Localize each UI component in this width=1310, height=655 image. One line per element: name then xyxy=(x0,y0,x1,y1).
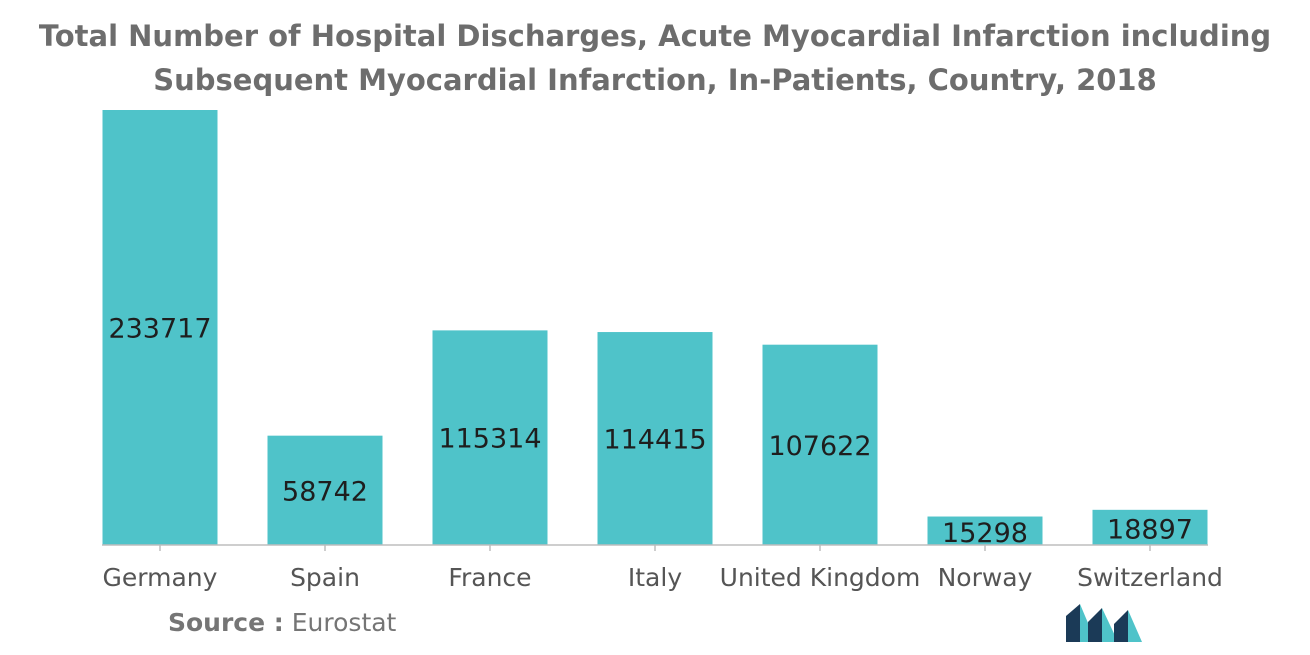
source-label: Source : xyxy=(168,608,284,637)
bar-france xyxy=(432,330,548,545)
bar-norway xyxy=(927,516,1043,545)
category-label: Italy xyxy=(628,563,682,592)
data-label: 18897 xyxy=(1107,514,1193,545)
bar-switzerland xyxy=(1092,509,1208,545)
category-label: France xyxy=(448,563,531,592)
data-label: 107622 xyxy=(768,431,871,462)
data-label: 233717 xyxy=(108,314,211,345)
category-label: United Kingdom xyxy=(720,563,921,592)
mordor-intelligence-logo-icon xyxy=(1066,604,1142,642)
chart-title: Total Number of Hospital Discharges, Acu… xyxy=(0,14,1310,102)
bar-italy xyxy=(597,332,713,545)
chart-title-line-2: Subsequent Myocardial Infarction, In-Pat… xyxy=(153,63,1157,97)
source-note: Source : Eurostat xyxy=(168,608,396,637)
data-label: 115314 xyxy=(438,424,541,455)
data-label: 58742 xyxy=(282,476,368,507)
category-label: Germany xyxy=(103,563,218,592)
chart-title-line-1: Total Number of Hospital Discharges, Acu… xyxy=(38,19,1272,53)
category-label: Spain xyxy=(290,563,360,592)
bar-spain xyxy=(267,435,383,545)
data-label: 15298 xyxy=(942,518,1028,549)
category-label: Norway xyxy=(938,563,1033,592)
source-text: Eurostat xyxy=(291,608,397,637)
bar-germany xyxy=(102,110,218,545)
bar-united-kingdom xyxy=(762,344,878,545)
data-label: 114415 xyxy=(603,425,706,456)
category-label: Switzerland xyxy=(1077,563,1223,592)
